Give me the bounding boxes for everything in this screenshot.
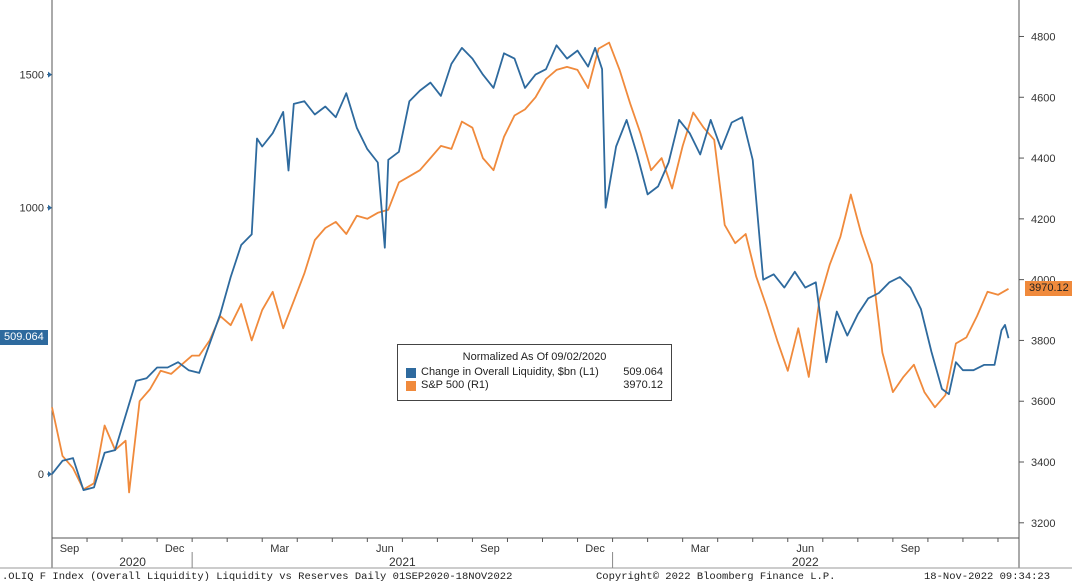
month-label: Sep — [901, 543, 921, 555]
chart-frame — [0, 0, 1072, 569]
right-tick-label: 4200 — [1031, 214, 1055, 226]
footer: .OLIQ F Index (Overall Liquidity) Liquid… — [0, 569, 1072, 586]
left-tick-label: 0 — [38, 469, 44, 481]
footer-timestamp: 18-Nov-2022 09:34:23 — [924, 571, 1051, 583]
month-label: Sep — [480, 543, 500, 555]
legend-name-sp500: S&P 500 (R1) — [421, 379, 489, 391]
legend: Normalized As Of 09/02/2020 Change in Ov… — [397, 344, 672, 401]
right-last-value-flag: 3970.12 — [1025, 280, 1072, 296]
legend-swatch-sp500 — [406, 380, 416, 391]
month-label: Dec — [165, 543, 185, 555]
x-axis: Sep Dec Mar Jun Sep Dec Mar Jun Sep 2020 2021 2022 — [51, 538, 999, 569]
legend-item-liquidity: Change in Overall Liquidity, $bn (L1) 50… — [406, 366, 663, 379]
series-layer — [51, 41, 1010, 494]
legend-item-sp500: S&P 500 (R1) 3970.12 — [406, 379, 663, 392]
month-label: Mar — [270, 543, 289, 555]
right-tick-label: 3200 — [1031, 518, 1055, 530]
legend-name-liquidity: Change in Overall Liquidity, $bn (L1) — [421, 366, 599, 378]
series-line-liquidity — [51, 44, 1010, 491]
month-label: Dec — [585, 543, 605, 555]
year-label: 2021 — [389, 555, 416, 569]
right-last-value: 3970.12 — [1029, 281, 1069, 294]
year-label: 2020 — [119, 555, 146, 569]
legend-swatch-liquidity — [406, 367, 416, 378]
legend-value-liquidity: 509.064 — [623, 366, 663, 378]
left-tick-label: 1000 — [20, 203, 44, 215]
right-tick-label: 4600 — [1031, 92, 1055, 104]
left-tick-arrow — [48, 471, 52, 478]
right-tick-label: 3600 — [1031, 396, 1055, 408]
right-tick-label: 4400 — [1031, 153, 1055, 165]
right-tick-label: 3800 — [1031, 335, 1055, 347]
right-axis: 320034003600380040004200440046004800 — [1019, 31, 1055, 530]
month-label: Jun — [376, 543, 394, 555]
left-tick-arrow — [48, 71, 52, 78]
footer-index-info: .OLIQ F Index (Overall Liquidity) Liquid… — [2, 571, 513, 583]
year-label: 2022 — [792, 555, 819, 569]
legend-title: Normalized As Of 09/02/2020 — [462, 351, 607, 363]
right-tick-label: 3400 — [1031, 457, 1055, 469]
month-label: Mar — [691, 543, 710, 555]
right-tick-label: 4800 — [1031, 31, 1055, 43]
left-last-value-flag: 509.064 — [0, 330, 48, 346]
left-tick-label: 1500 — [20, 70, 44, 82]
left-axis: 0 1000 1500 — [20, 70, 52, 481]
footer-copyright: Copyright© 2022 Bloomberg Finance L.P. — [596, 571, 836, 583]
series-line-sp500 — [51, 41, 1009, 494]
legend-value-sp500: 3970.12 — [623, 379, 663, 391]
left-tick-arrow — [48, 204, 52, 211]
month-label: Sep — [60, 543, 80, 555]
month-label: Jun — [796, 543, 814, 555]
left-last-value: 509.064 — [4, 331, 44, 344]
